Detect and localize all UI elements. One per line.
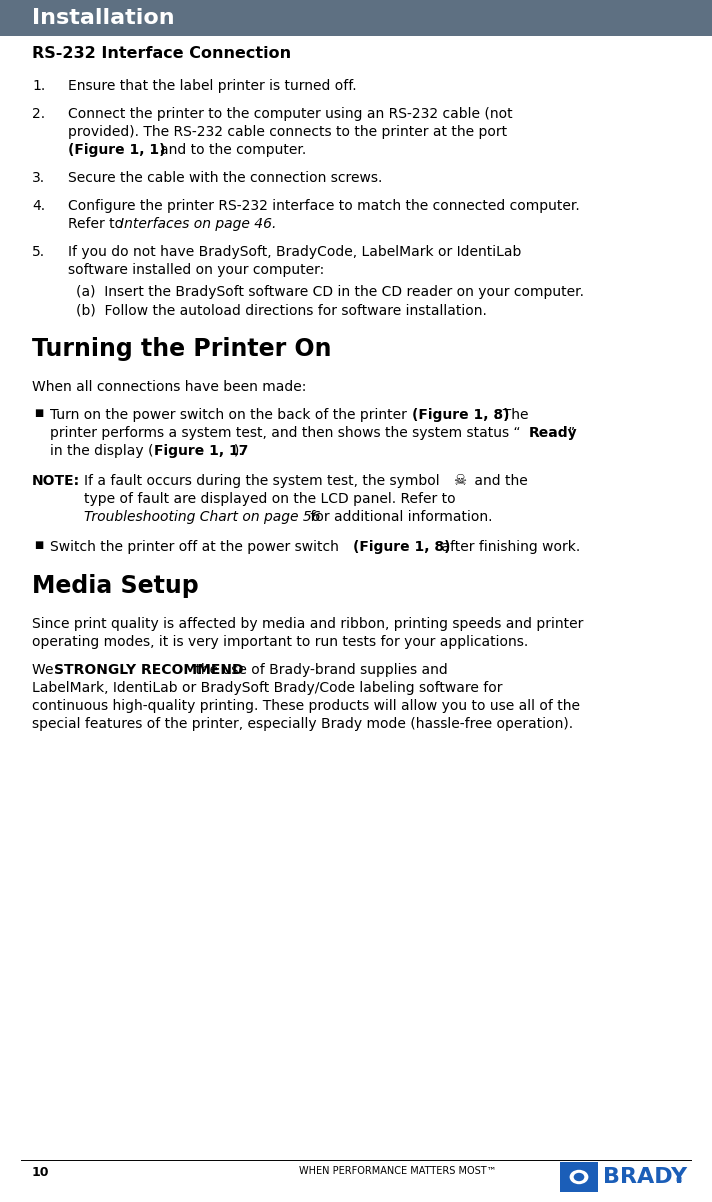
- Text: and to the computer.: and to the computer.: [160, 143, 306, 157]
- Text: We: We: [32, 664, 58, 677]
- Text: for additional information.: for additional information.: [306, 510, 493, 524]
- Text: operating modes, it is very important to run tests for your applications.: operating modes, it is very important to…: [32, 635, 528, 649]
- Text: Turning the Printer On: Turning the Printer On: [32, 337, 332, 361]
- Text: NOTE:: NOTE:: [32, 474, 80, 488]
- Text: Troubleshooting Chart on page 56: Troubleshooting Chart on page 56: [84, 510, 320, 524]
- Ellipse shape: [574, 1173, 585, 1182]
- Text: and the: and the: [470, 474, 528, 488]
- Text: software installed on your computer:: software installed on your computer:: [68, 263, 324, 276]
- Text: Configure the printer RS-232 interface to match the connected computer.: Configure the printer RS-232 interface t…: [68, 200, 580, 213]
- Text: Figure 1, 17: Figure 1, 17: [154, 444, 248, 458]
- Text: Ready: Ready: [529, 426, 577, 440]
- Text: (Figure 1, 8): (Figure 1, 8): [412, 407, 510, 422]
- Text: Interfaces on page 46.: Interfaces on page 46.: [120, 218, 276, 231]
- Text: Secure the cable with the connection screws.: Secure the cable with the connection scr…: [68, 171, 382, 185]
- Text: continuous high-quality printing. These products will allow you to use all of th: continuous high-quality printing. These …: [32, 700, 580, 713]
- Text: Connect the printer to the computer using an RS-232 cable (not: Connect the printer to the computer usin…: [68, 107, 513, 121]
- Text: (Figure 1, 1): (Figure 1, 1): [68, 143, 165, 157]
- Ellipse shape: [569, 1168, 590, 1185]
- Text: ■: ■: [34, 407, 43, 418]
- Text: in the display (: in the display (: [50, 444, 154, 458]
- Text: 10: 10: [32, 1166, 50, 1179]
- Text: 1.: 1.: [32, 79, 46, 93]
- Text: Media Setup: Media Setup: [32, 575, 199, 599]
- Text: 2.: 2.: [32, 107, 45, 121]
- Text: 5.: 5.: [32, 245, 45, 258]
- Text: BRADY: BRADY: [603, 1167, 687, 1188]
- Text: ®: ®: [675, 1177, 684, 1185]
- Text: ”: ”: [568, 426, 575, 440]
- Text: Turn on the power switch on the back of the printer: Turn on the power switch on the back of …: [50, 407, 412, 422]
- Text: 3.: 3.: [32, 171, 45, 185]
- Text: . The: . The: [494, 407, 528, 422]
- Text: Since print quality is affected by media and ribbon, printing speeds and printer: Since print quality is affected by media…: [32, 617, 583, 631]
- Text: ☠: ☠: [453, 474, 466, 488]
- Text: special features of the printer, especially Brady mode (hassle-free operation).: special features of the printer, especia…: [32, 718, 573, 731]
- Text: If you do not have BradySoft, BradyCode, LabelMark or IdentiLab: If you do not have BradySoft, BradyCode,…: [68, 245, 521, 258]
- Text: the use of Brady-brand supplies and: the use of Brady-brand supplies and: [191, 664, 448, 677]
- Text: If a fault occurs during the system test, the symbol: If a fault occurs during the system test…: [84, 474, 444, 488]
- Text: Switch the printer off at the power switch: Switch the printer off at the power swit…: [50, 540, 343, 554]
- Text: When all connections have been made:: When all connections have been made:: [32, 380, 306, 394]
- Text: (Figure 1, 8): (Figure 1, 8): [353, 540, 451, 554]
- Text: ■: ■: [34, 540, 43, 551]
- Text: Installation: Installation: [32, 8, 174, 28]
- Text: printer performs a system test, and then shows the system status “: printer performs a system test, and then…: [50, 426, 520, 440]
- Text: WHEN PERFORMANCE MATTERS MOST™: WHEN PERFORMANCE MATTERS MOST™: [299, 1166, 496, 1176]
- Bar: [0, 0, 712, 36]
- Bar: [560, 1162, 598, 1192]
- Text: LabelMark, IdentiLab or BradySoft Brady/Code labeling software for: LabelMark, IdentiLab or BradySoft Brady/…: [32, 682, 503, 695]
- Text: type of fault are displayed on the LCD panel. Refer to: type of fault are displayed on the LCD p…: [84, 492, 456, 506]
- Text: provided). The RS-232 cable connects to the printer at the port: provided). The RS-232 cable connects to …: [68, 125, 507, 139]
- Text: STRONGLY RECOMMEND: STRONGLY RECOMMEND: [54, 664, 244, 677]
- Text: RS-232 Interface Connection: RS-232 Interface Connection: [32, 46, 291, 61]
- Text: Ensure that the label printer is turned off.: Ensure that the label printer is turned …: [68, 79, 357, 93]
- Text: Refer to: Refer to: [68, 218, 127, 231]
- Text: ).: ).: [234, 444, 244, 458]
- Text: 4.: 4.: [32, 200, 45, 213]
- Text: (b)  Follow the autoload directions for software installation.: (b) Follow the autoload directions for s…: [76, 303, 487, 317]
- Text: (a)  Insert the BradySoft software CD in the CD reader on your computer.: (a) Insert the BradySoft software CD in …: [76, 285, 584, 299]
- Text: after finishing work.: after finishing work.: [437, 540, 580, 554]
